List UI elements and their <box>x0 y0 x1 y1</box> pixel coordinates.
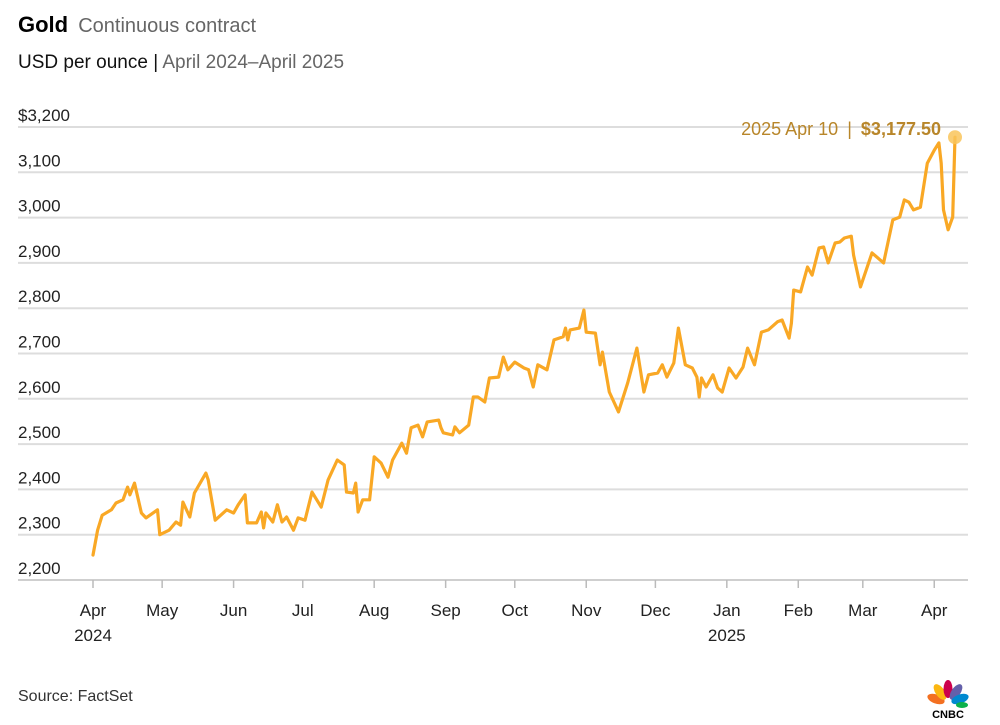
x-tick-label: Mar <box>848 601 878 620</box>
units: USD per ounce <box>18 52 148 73</box>
y-tick-label: 2,900 <box>18 242 61 261</box>
logo-text: CNBC <box>932 709 964 720</box>
y-tick-label: 3,100 <box>18 151 61 170</box>
y-tick-label: 2,300 <box>18 514 61 533</box>
y-tick-label: 2,700 <box>18 333 61 352</box>
period: April 2024–April 2025 <box>162 52 345 73</box>
last-value-annotation: 2025 Apr 10 | $3,177.50 <box>741 119 941 139</box>
x-year-label: 2025 <box>708 626 746 645</box>
source-note: Source: FactSet <box>18 688 133 705</box>
subtitle: Continuous contract <box>78 15 257 37</box>
x-tick-label: Jun <box>220 601 247 620</box>
gold-price-line <box>91 135 957 557</box>
chart-title: Gold Continuous contract <box>18 12 256 38</box>
x-tick-label: Apr <box>921 601 948 620</box>
x-tick-label: Sep <box>431 601 461 620</box>
annotation-value: $3,177.50 <box>861 119 941 139</box>
chart-subtitle: USD per ounce | April 2024–April 2025 <box>18 52 344 74</box>
x-year-label: 2024 <box>74 626 112 645</box>
peacock-icon: CNBC <box>927 680 969 721</box>
x-tick-label: Jul <box>292 601 314 620</box>
title: Gold <box>18 12 69 37</box>
x-tick-label: Feb <box>784 601 813 620</box>
separator: | <box>153 52 159 73</box>
last-value-marker <box>948 130 962 145</box>
x-tick-label: Nov <box>571 601 602 620</box>
y-tick-label: 2,500 <box>18 423 61 442</box>
y-tick-label: 3,000 <box>18 197 61 216</box>
y-tick-label: $3,200 <box>18 106 70 125</box>
y-tick-label: 2,400 <box>18 468 61 487</box>
x-tick-label: Dec <box>640 601 671 620</box>
x-tick-label: Jan <box>713 601 740 620</box>
y-tick-label: 2,200 <box>18 559 61 578</box>
x-tick-label: Aug <box>359 601 389 620</box>
annotation-separator: | <box>847 119 852 139</box>
x-tick-label: May <box>146 601 179 620</box>
annotation-date: 2025 Apr 10 <box>741 119 838 139</box>
y-tick-label: 2,800 <box>18 287 61 306</box>
x-tick-label: Apr <box>80 601 107 620</box>
x-tick-label: Oct <box>502 601 529 620</box>
cnbc-logo: CNBC <box>920 676 976 721</box>
y-tick-label: 2,600 <box>18 378 61 397</box>
